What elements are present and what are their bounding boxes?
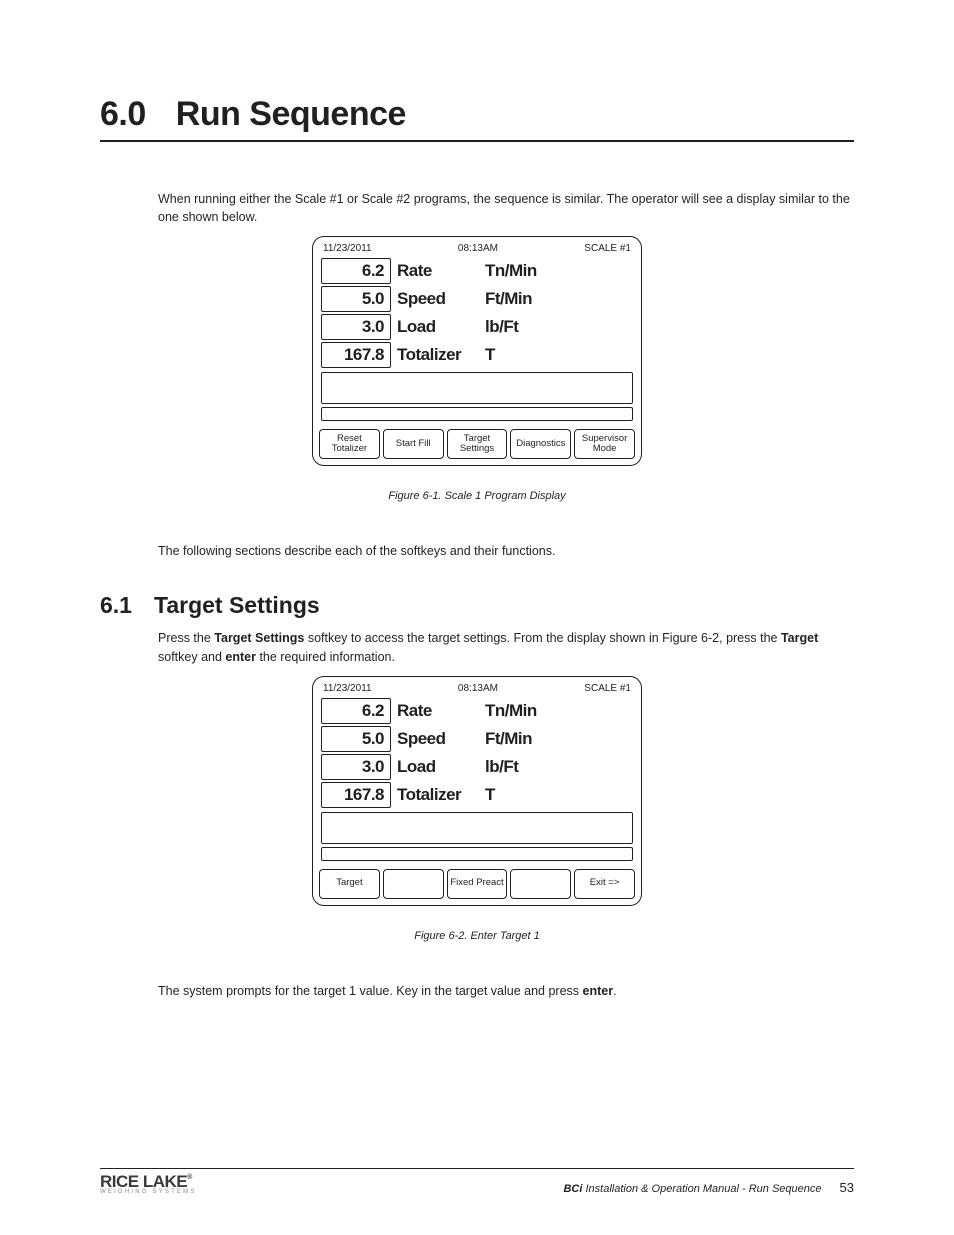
key-name-enter: enter [225,650,256,664]
status-scale: SCALE #1 [584,683,631,694]
value-rate: 6.2 [321,258,391,284]
label-totalizer: Totalizer [391,785,483,805]
status-bar: 11/23/2011 08:13AM SCALE #1 [313,683,641,698]
target-value-paragraph: The system prompts for the target 1 valu… [158,982,854,1000]
text-fragment: The system prompts for the target 1 valu… [158,984,583,998]
value-speed: 5.0 [321,286,391,312]
softkey-exit[interactable]: Exit => [574,869,635,899]
unit-speed: Ft/Min [483,289,641,309]
status-bar: 11/23/2011 08:13AM SCALE #1 [313,243,641,258]
data-row-load: 3.0 Load lb/Ft [313,314,641,340]
text-fragment: softkey to access the target settings. F… [304,631,781,645]
softkey-start-fill[interactable]: Start Fill [383,429,444,459]
text-fragment: Press the [158,631,214,645]
figure-1-caption: Figure 6-1. Scale 1 Program Display [100,490,854,502]
registered-icon: ® [187,1174,192,1181]
text-fragment: the required information. [256,650,395,664]
label-totalizer: Totalizer [391,345,483,365]
data-row-totalizer: 167.8 Totalizer T [313,342,641,368]
display-box-thin [321,847,633,861]
unit-rate: Tn/Min [483,261,641,281]
value-load: 3.0 [321,314,391,340]
softkey-target[interactable]: Target [319,869,380,899]
softkey-reset-totalizer[interactable]: Reset Totalizer [319,429,380,459]
data-area: 6.2 Rate Tn/Min 5.0 Speed Ft/Min 3.0 Loa… [313,698,641,808]
display-box-thin [321,407,633,421]
softkey-blank[interactable] [510,869,571,899]
label-speed: Speed [391,289,483,309]
data-row-load: 3.0 Load lb/Ft [313,754,641,780]
subsection-title: Target Settings [154,592,320,619]
section-heading: 6.0 Run Sequence [100,95,854,142]
data-row-rate: 6.2 Rate Tn/Min [313,258,641,284]
intro-paragraph: When running either the Scale #1 or Scal… [158,190,854,226]
data-row-totalizer: 167.8 Totalizer T [313,782,641,808]
unit-speed: Ft/Min [483,729,641,749]
label-rate: Rate [391,701,483,721]
value-totalizer: 167.8 [321,782,391,808]
unit-load: lb/Ft [483,317,641,337]
footer-right: BCi Installation & Operation Manual - Ru… [563,1180,854,1195]
status-time: 08:13AM [458,243,498,254]
lcd-screen-1: 11/23/2011 08:13AM SCALE #1 6.2 Rate Tn/… [312,236,642,466]
section-title: Run Sequence [176,95,406,134]
softkey-row: Reset Totalizer Start Fill Target Settin… [313,429,641,465]
status-scale: SCALE #1 [584,243,631,254]
page-footer: RICE LAKE® WEIGHING SYSTEMS BCi Installa… [100,1168,854,1195]
lcd-screen-2: 11/23/2011 08:13AM SCALE #1 6.2 Rate Tn/… [312,676,642,906]
text-fragment: . [613,984,616,998]
page-number: 53 [840,1180,854,1195]
data-row-speed: 5.0 Speed Ft/Min [313,286,641,312]
footer-title: BCi Installation & Operation Manual - Ru… [563,1183,821,1195]
subsection-heading: 6.1 Target Settings [100,592,854,619]
paragraph-softkeys: The following sections describe each of … [158,542,854,560]
rice-lake-logo: RICE LAKE® WEIGHING SYSTEMS [100,1175,197,1195]
unit-totalizer: T [483,785,641,805]
status-time: 08:13AM [458,683,498,694]
logo-main-text: RICE LAKE® [100,1175,197,1189]
display-box-large [321,372,633,404]
figure-2-wrap: 11/23/2011 08:13AM SCALE #1 6.2 Rate Tn/… [100,676,854,906]
subsection-number: 6.1 [100,592,132,619]
section-number: 6.0 [100,95,146,134]
label-speed: Speed [391,729,483,749]
data-row-speed: 5.0 Speed Ft/Min [313,726,641,752]
value-totalizer: 167.8 [321,342,391,368]
data-area: 6.2 Rate Tn/Min 5.0 Speed Ft/Min 3.0 Loa… [313,258,641,368]
softkey-supervisor-mode[interactable]: Supervisor Mode [574,429,635,459]
softkey-target-settings[interactable]: Target Settings [447,429,508,459]
data-row-rate: 6.2 Rate Tn/Min [313,698,641,724]
value-load: 3.0 [321,754,391,780]
figure-1-wrap: 11/23/2011 08:13AM SCALE #1 6.2 Rate Tn/… [100,236,854,466]
value-rate: 6.2 [321,698,391,724]
key-name-enter: enter [583,984,614,998]
softkey-blank[interactable] [383,869,444,899]
figure-2-caption: Figure 6-2. Enter Target 1 [100,930,854,942]
unit-totalizer: T [483,345,641,365]
text-fragment: softkey and [158,650,225,664]
target-settings-paragraph: Press the Target Settings softkey to acc… [158,629,854,665]
logo-sub-text: WEIGHING SYSTEMS [100,1190,197,1195]
status-date: 11/23/2011 [323,683,372,694]
status-date: 11/23/2011 [323,243,372,254]
softkey-diagnostics[interactable]: Diagnostics [510,429,571,459]
label-load: Load [391,757,483,777]
unit-rate: Tn/Min [483,701,641,721]
softkey-fixed-preact[interactable]: Fixed Preact [447,869,508,899]
softkey-name-target: Target [781,631,818,645]
label-rate: Rate [391,261,483,281]
softkey-name-target-settings: Target Settings [214,631,304,645]
unit-load: lb/Ft [483,757,641,777]
display-box-large [321,812,633,844]
label-load: Load [391,317,483,337]
value-speed: 5.0 [321,726,391,752]
softkey-row: Target Fixed Preact Exit => [313,869,641,905]
